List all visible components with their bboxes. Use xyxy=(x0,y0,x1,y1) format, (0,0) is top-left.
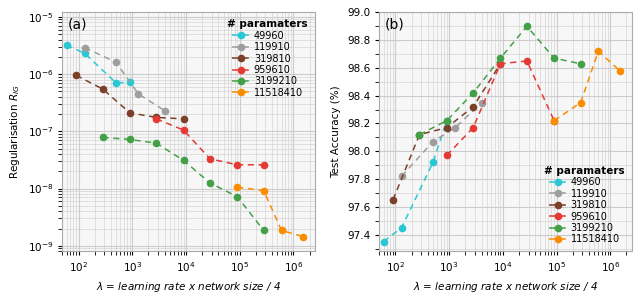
X-axis label: $\lambda$ = learning rate x network size / 4: $\lambda$ = learning rate x network size… xyxy=(96,280,281,294)
Text: (a): (a) xyxy=(67,17,87,31)
Y-axis label: Regularisation $R_{IG}$: Regularisation $R_{IG}$ xyxy=(8,85,22,179)
Text: (b): (b) xyxy=(385,17,404,31)
Legend: 49960, 119910, 319810, 959610, 3199210, 11518410: 49960, 119910, 319810, 959610, 3199210, … xyxy=(542,164,627,246)
Y-axis label: Test Accuracy (%): Test Accuracy (%) xyxy=(332,85,342,178)
X-axis label: $\lambda$ = learning rate x network size / 4: $\lambda$ = learning rate x network size… xyxy=(413,280,598,294)
Legend: 49960, 119910, 319810, 959610, 3199210, 11518410: 49960, 119910, 319810, 959610, 3199210, … xyxy=(225,17,310,100)
